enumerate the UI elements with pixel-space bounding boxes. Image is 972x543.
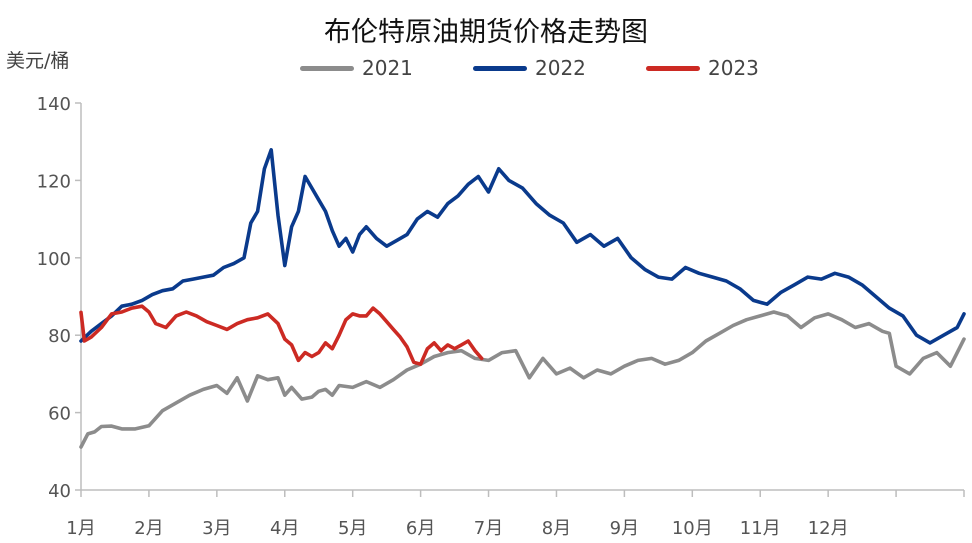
x-tick-label: 3月 [202, 518, 231, 539]
x-tick-label: 6月 [406, 518, 435, 539]
x-tick-label: 1月 [66, 518, 95, 539]
x-tick-label: 8月 [542, 518, 571, 539]
x-tick-label: 7月 [474, 518, 503, 539]
legend-swatch-2022 [473, 65, 527, 71]
legend-item-2022: 2022 [473, 56, 586, 80]
x-tick-label: 11月 [740, 518, 781, 539]
y-tick-label: 60 [48, 404, 71, 425]
chart-title: 布伦特原油期货价格走势图 [324, 17, 648, 48]
x-tick-label: 12月 [808, 518, 849, 539]
legend-swatch-2023 [646, 65, 700, 71]
x-tick-label: 10月 [672, 518, 713, 539]
x-tick-label: 2月 [134, 518, 163, 539]
x-tick-label: 9月 [610, 518, 639, 539]
legend-label-2023: 2023 [708, 56, 759, 80]
y-axis-unit-label: 美元/桶 [6, 50, 70, 72]
series-line-2021 [79, 310, 966, 449]
x-tick-label: 5月 [338, 518, 367, 539]
legend-item-2023: 2023 [646, 56, 759, 80]
y-tick-label: 100 [37, 249, 71, 270]
series-line-2023 [79, 304, 484, 367]
y-tick-label: 120 [37, 171, 71, 192]
y-tick-label: 40 [48, 481, 71, 502]
legend-swatch-2021 [300, 65, 354, 71]
legend-label-2021: 2021 [362, 56, 413, 80]
series-line-2022 [79, 148, 966, 345]
y-tick-label: 140 [37, 94, 71, 115]
legend-label-2022: 2022 [535, 56, 586, 80]
legend-item-2021: 2021 [300, 56, 413, 80]
x-tick-label: 4月 [270, 518, 299, 539]
y-tick-label: 80 [48, 326, 71, 347]
